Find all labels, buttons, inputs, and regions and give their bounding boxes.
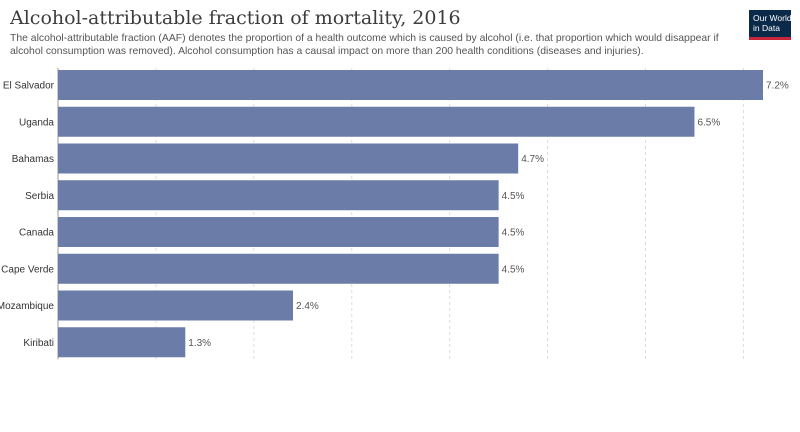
- category-label: Mozambique: [0, 301, 54, 312]
- category-label: Kiribati: [23, 338, 54, 349]
- bar[interactable]: [58, 217, 499, 247]
- bar[interactable]: [58, 70, 763, 100]
- bar[interactable]: [58, 106, 695, 137]
- value-label: 7.2%: [766, 81, 789, 92]
- value-label: 1.3%: [188, 338, 211, 349]
- bar[interactable]: [58, 180, 499, 211]
- value-label: 4.5%: [502, 191, 525, 202]
- category-label: El Salvador: [3, 81, 55, 92]
- logo-line-1: Our World: [753, 13, 792, 23]
- category-label: Canada: [19, 228, 54, 239]
- logo-line-2: in Data: [753, 22, 780, 33]
- bar[interactable]: [58, 327, 186, 358]
- category-label: Serbia: [25, 191, 54, 202]
- value-label: 2.4%: [296, 301, 319, 312]
- bar[interactable]: [58, 143, 519, 174]
- value-label: 4.5%: [502, 264, 525, 275]
- category-label: Uganda: [19, 117, 54, 128]
- chart-title: Alcohol-attributable fraction of mortali…: [10, 7, 461, 29]
- category-label: Bahamas: [12, 154, 54, 165]
- chart-subtitle: The alcohol-attributable fraction (AAF) …: [10, 33, 719, 57]
- value-label: 4.5%: [502, 228, 525, 239]
- bar[interactable]: [58, 290, 293, 321]
- owid-logo[interactable]: Our World in Data: [749, 10, 792, 40]
- category-label: Cape Verde: [1, 264, 54, 275]
- bar[interactable]: [58, 253, 499, 284]
- value-label: 4.7%: [521, 154, 544, 165]
- value-label: 6.5%: [697, 117, 720, 128]
